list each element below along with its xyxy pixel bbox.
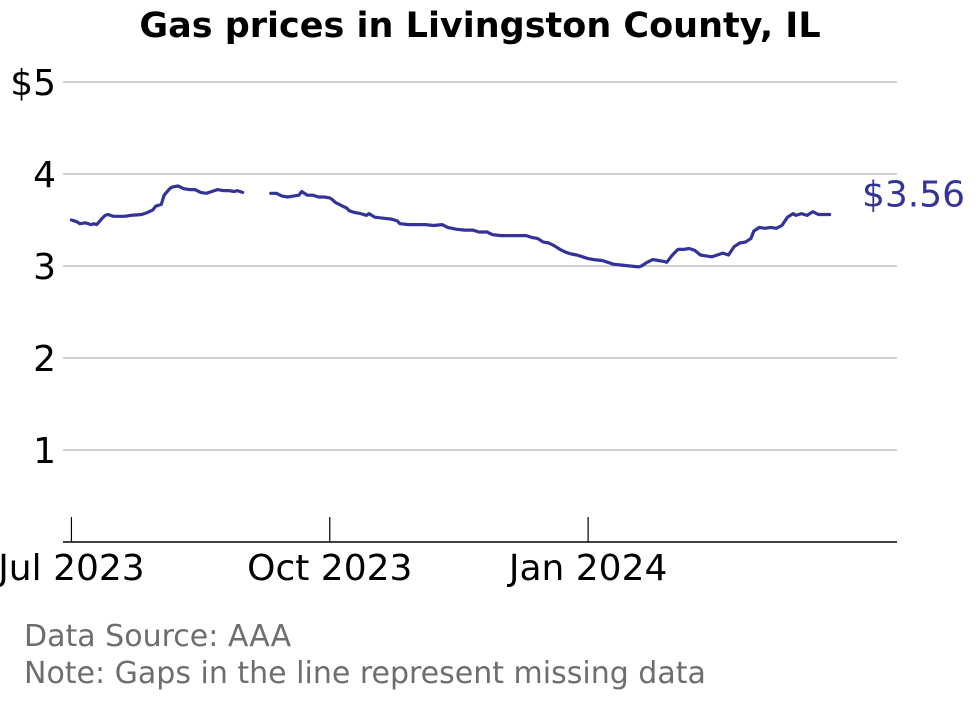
gridlines <box>63 81 897 451</box>
y-tick-label: 4 <box>33 155 56 196</box>
chart-title: Gas prices in Livingston County, IL <box>139 6 820 46</box>
y-tick-label: 3 <box>33 247 56 288</box>
y-tick-label: $5 <box>10 63 56 104</box>
price-line-segment <box>269 189 832 269</box>
x-tick-label: Jul 2023 <box>0 548 145 589</box>
y-tick-label: 2 <box>33 339 56 380</box>
x-axis-ticks: Jul 2023 Oct 2023 Jan 2024 <box>0 517 667 589</box>
missing-data-note: Note: Gaps in the line represent missing… <box>24 656 706 691</box>
latest-price-label: $3.56 <box>862 174 965 215</box>
data-source-note: Data Source: AAA <box>24 619 292 654</box>
y-axis-ticks: 1 2 3 4 $5 <box>10 63 56 472</box>
y-tick-label: 1 <box>33 431 56 472</box>
x-tick-label: Oct 2023 <box>247 548 412 589</box>
price-series <box>69 184 832 269</box>
x-tick-label: Jan 2024 <box>507 548 668 589</box>
price-line-segment <box>69 184 245 227</box>
